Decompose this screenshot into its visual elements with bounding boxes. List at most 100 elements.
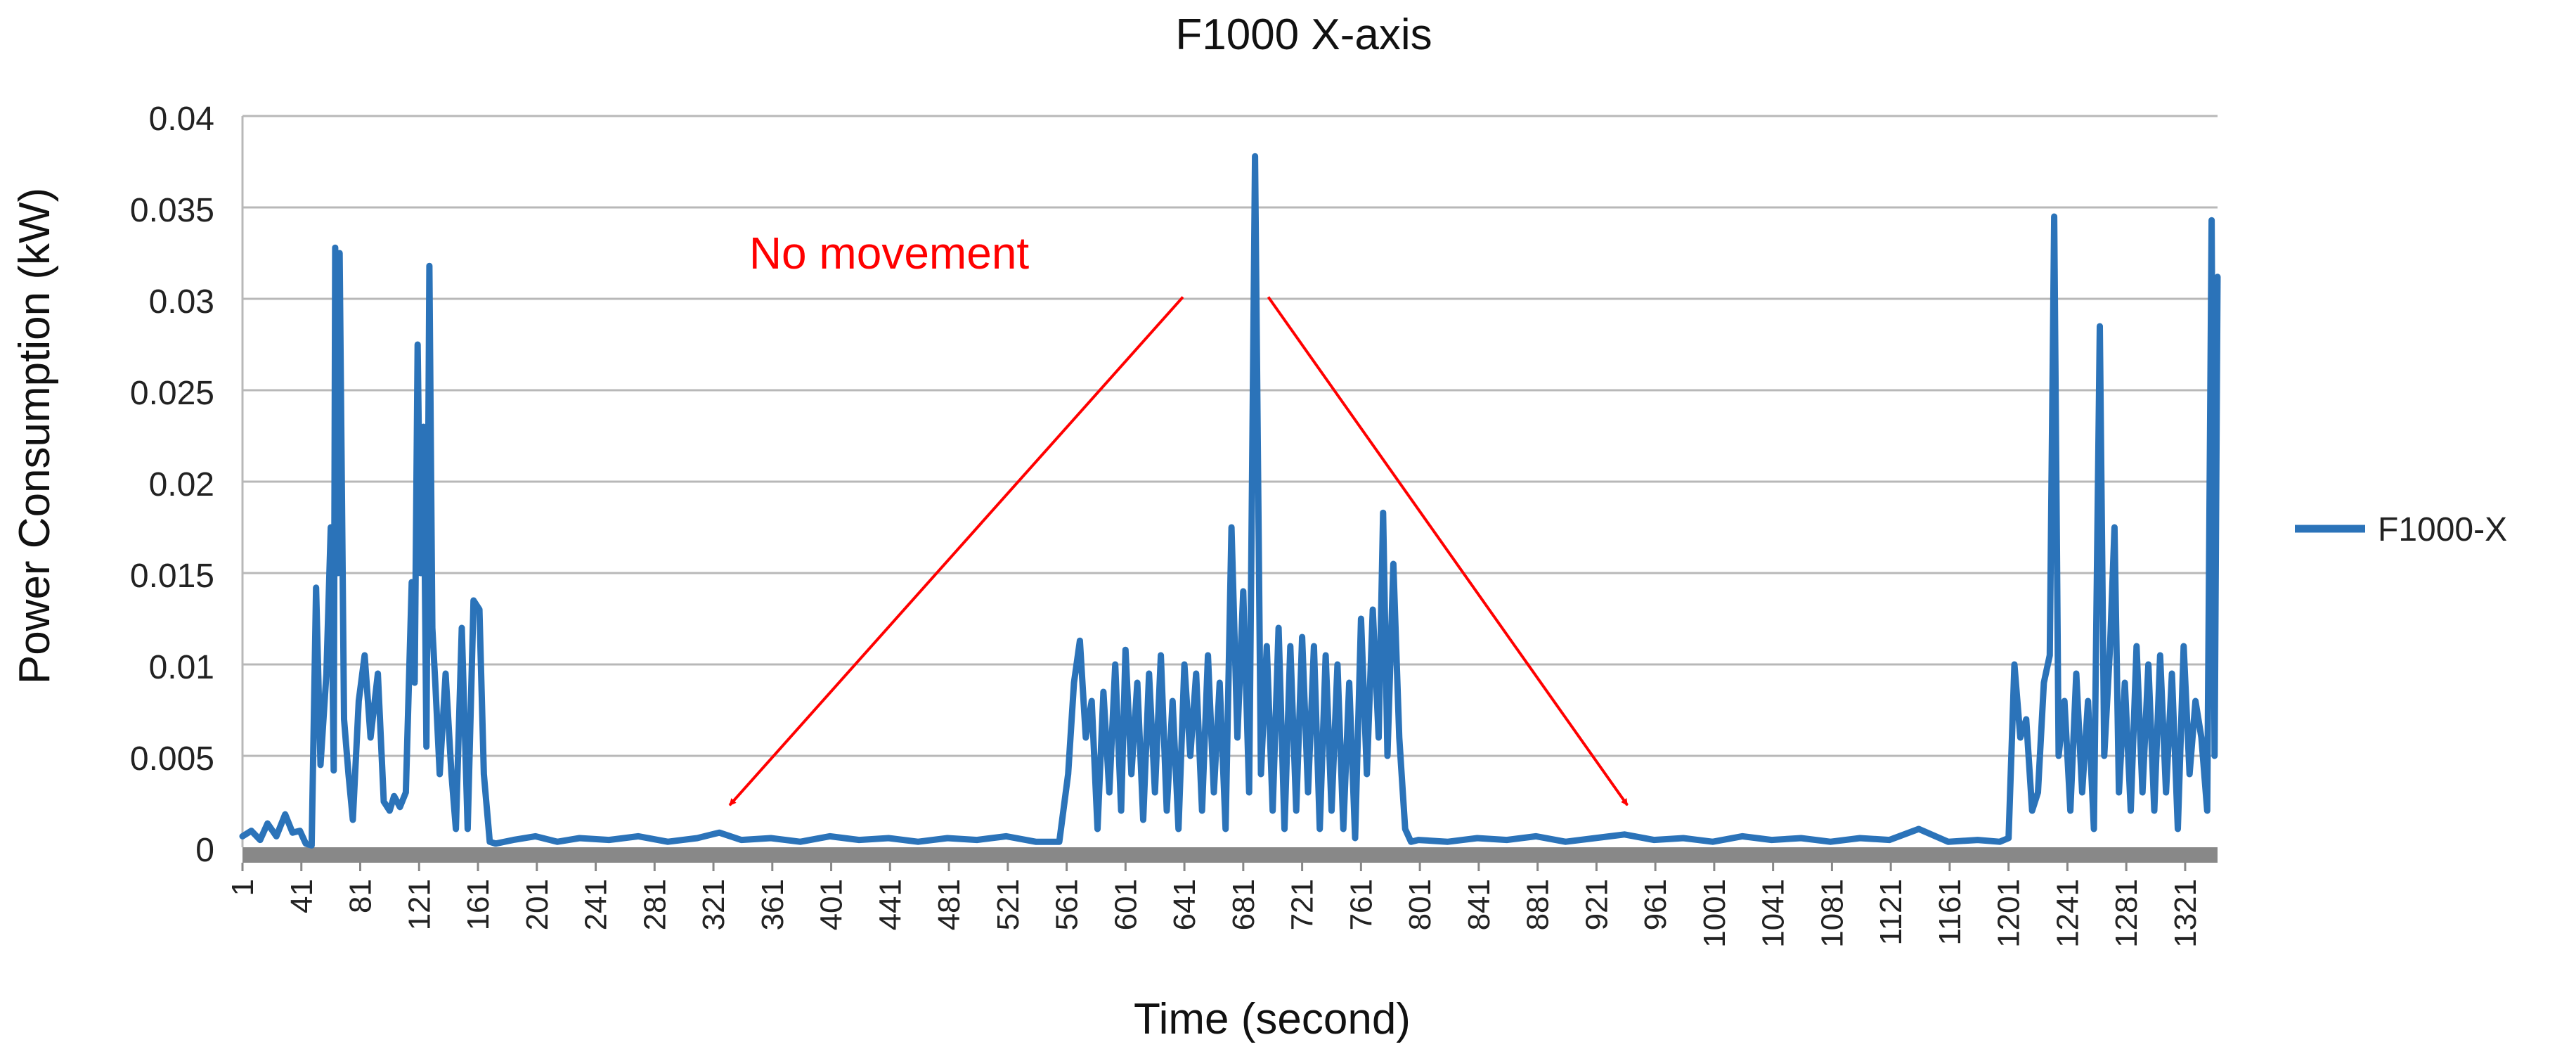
legend-label: F1000-X: [2378, 511, 2507, 548]
data-point: [1398, 736, 1401, 739]
data-point: [1148, 672, 1151, 675]
x-tick-label: 41: [285, 879, 319, 913]
x-tick-label: 1201: [1992, 879, 2026, 948]
data-point: [2206, 809, 2208, 812]
data-point: [357, 700, 360, 702]
x-tick-label: 841: [1462, 879, 1496, 930]
data-point: [319, 764, 322, 766]
x-tick-label: 1321: [2168, 879, 2203, 948]
data-point: [1371, 608, 1374, 611]
data-point: [1366, 773, 1368, 776]
data-point: [2153, 809, 2156, 812]
data-point: [1090, 700, 1093, 702]
data-point: [466, 828, 469, 830]
chart-title: F1000 X-axis: [1175, 11, 1432, 59]
data-point: [455, 828, 458, 830]
data-point: [1130, 773, 1133, 776]
data-point: [534, 835, 537, 837]
data-point: [2118, 791, 2121, 794]
data-point: [1312, 645, 1315, 648]
data-point: [578, 837, 581, 840]
x-tick-label: 801: [1403, 879, 1437, 930]
x-tick-label: 481: [932, 879, 966, 930]
data-point: [1564, 840, 1567, 843]
data-point: [1230, 526, 1233, 529]
data-point: [2037, 791, 2040, 794]
data-point: [482, 773, 485, 776]
data-point: [2123, 681, 2126, 684]
data-point: [1078, 639, 1081, 642]
data-point: [2092, 828, 2095, 830]
data-point: [1359, 617, 1362, 620]
data-point: [2075, 672, 2078, 675]
data-point: [1324, 654, 1327, 657]
data-point: [1382, 511, 1385, 514]
data-point: [325, 672, 328, 675]
data-point: [1067, 773, 1070, 776]
data-point: [512, 839, 514, 842]
data-point: [1265, 645, 1268, 648]
data-point: [2007, 837, 2010, 840]
data-point: [393, 795, 396, 797]
data-point: [857, 839, 860, 842]
data-point: [1136, 681, 1139, 684]
data-point: [291, 831, 294, 834]
x-tick-label: 1121: [1874, 879, 1908, 946]
data-point: [1207, 654, 1210, 657]
data-point: [1195, 672, 1198, 675]
data-point: [404, 791, 407, 794]
data-point: [425, 745, 428, 748]
data-point: [304, 842, 307, 845]
data-point: [2053, 215, 2056, 218]
data-point: [1378, 736, 1380, 739]
y-tick-label: 0: [195, 832, 214, 869]
data-point: [829, 835, 831, 837]
data-point: [2130, 809, 2132, 812]
data-point: [1417, 839, 1420, 842]
data-point: [1058, 840, 1061, 843]
data-point: [450, 773, 453, 776]
data-point: [1319, 828, 1321, 830]
data-point: [2194, 700, 2197, 702]
x-axis-baseline: [242, 847, 2218, 863]
data-point: [1342, 828, 1345, 830]
data-point: [259, 839, 261, 842]
data-point: [1307, 791, 1309, 794]
data-point: [494, 842, 497, 845]
data-point: [377, 672, 380, 675]
data-point: [351, 818, 354, 821]
data-point: [1142, 818, 1145, 821]
data-point: [1410, 840, 1413, 843]
data-point: [1348, 681, 1351, 684]
data-point: [1331, 809, 1333, 812]
data-point: [1336, 663, 1339, 666]
data-point: [337, 572, 339, 574]
data-point: [1165, 809, 1168, 812]
data-point: [2048, 654, 2051, 657]
data-point: [1183, 663, 1186, 666]
data-point: [1682, 837, 1685, 840]
data-point: [1254, 155, 1257, 157]
data-point: [275, 835, 278, 837]
data-point: [607, 839, 610, 842]
data-point: [388, 809, 391, 812]
data-point: [1593, 837, 1596, 840]
data-point: [330, 526, 332, 529]
data-point: [1947, 840, 1950, 843]
data-point: [419, 572, 422, 574]
data-point: [1354, 837, 1357, 840]
data-point: [416, 343, 419, 346]
x-tick-label: 441: [873, 879, 907, 930]
data-point: [2113, 526, 2116, 529]
x-tick-label: 161: [461, 879, 496, 930]
data-point: [1476, 837, 1479, 840]
x-tick-label: 401: [815, 879, 849, 930]
x-tick-label: 1: [226, 879, 260, 896]
x-tick-label: 1041: [1756, 879, 1791, 948]
data-point: [946, 837, 949, 840]
data-point: [1073, 681, 1075, 684]
x-tick-label: 1281: [2109, 879, 2144, 948]
data-point: [1741, 835, 1744, 837]
data-point: [250, 830, 253, 832]
x-tick-label: 601: [1108, 879, 1143, 930]
